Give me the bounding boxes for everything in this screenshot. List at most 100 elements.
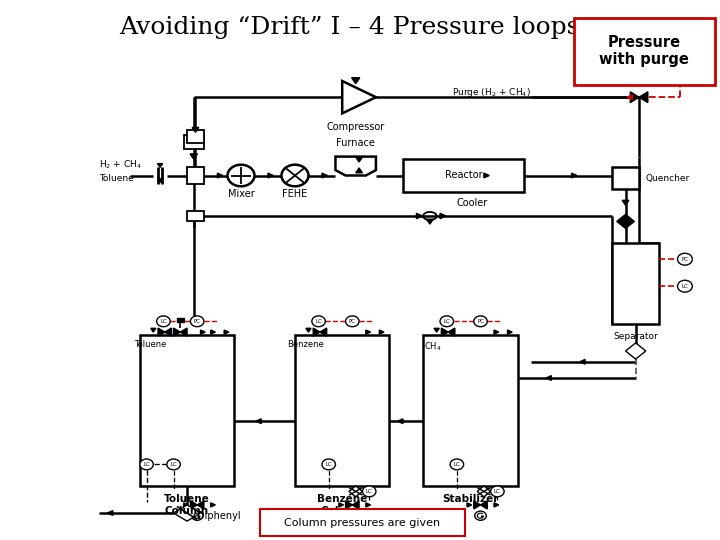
Text: Furnace: Furnace [336, 138, 375, 149]
Text: Cooler: Cooler [457, 198, 488, 208]
Polygon shape [441, 328, 448, 336]
Circle shape [192, 511, 203, 521]
Polygon shape [268, 173, 274, 178]
Polygon shape [508, 330, 512, 334]
Bar [295, 335, 390, 486]
Polygon shape [448, 328, 455, 336]
Text: LC: LC [682, 284, 688, 289]
Text: Stabilizer: Stabilizer [442, 494, 498, 504]
Polygon shape [211, 330, 215, 334]
Polygon shape [158, 328, 165, 336]
Circle shape [474, 316, 487, 327]
Polygon shape [349, 486, 362, 497]
Polygon shape [617, 214, 634, 228]
Polygon shape [160, 330, 165, 334]
Polygon shape [197, 501, 204, 509]
Polygon shape [627, 95, 632, 99]
Polygon shape [474, 501, 480, 509]
Polygon shape [306, 328, 311, 332]
Circle shape [678, 280, 693, 292]
Polygon shape [256, 419, 261, 423]
Polygon shape [184, 503, 189, 507]
Text: LC: LC [315, 319, 322, 324]
Text: Column pressures are given: Column pressures are given [284, 518, 441, 528]
Polygon shape [320, 328, 327, 336]
Bar [187, 167, 204, 184]
Bar [187, 130, 204, 143]
Polygon shape [366, 503, 371, 507]
Text: FEHE: FEHE [282, 189, 307, 199]
Bar [177, 318, 184, 321]
Text: Compressor: Compressor [327, 122, 384, 132]
Polygon shape [192, 127, 199, 132]
Text: Diphenyl: Diphenyl [197, 511, 240, 521]
Text: 20: 20 [14, 505, 31, 518]
Polygon shape [416, 213, 423, 219]
Bar [423, 335, 518, 486]
Text: Benzene
Column: Benzene Column [317, 494, 367, 516]
Text: Mixer: Mixer [228, 189, 254, 199]
Polygon shape [484, 173, 490, 178]
Circle shape [450, 459, 464, 470]
Polygon shape [211, 503, 215, 507]
Text: LC: LC [494, 489, 500, 494]
Circle shape [440, 316, 454, 327]
Text: LC: LC [366, 489, 372, 494]
Polygon shape [158, 164, 163, 167]
Text: Separator: Separator [613, 332, 658, 341]
Text: LC: LC [170, 462, 177, 467]
Polygon shape [322, 173, 328, 178]
Bar [184, 135, 204, 148]
Polygon shape [353, 516, 355, 518]
Circle shape [678, 253, 693, 265]
Text: LC: LC [143, 462, 150, 467]
Polygon shape [217, 173, 222, 178]
Polygon shape [158, 179, 163, 183]
Polygon shape [467, 503, 472, 507]
Polygon shape [434, 328, 439, 332]
Polygon shape [480, 501, 487, 509]
Polygon shape [379, 330, 384, 334]
Polygon shape [494, 503, 499, 507]
Text: Toluene: Toluene [134, 340, 166, 349]
Text: Quencher: Quencher [646, 174, 690, 183]
Text: PC: PC [194, 319, 201, 324]
Text: Self-Optimizing Control: Self-Optimizing Control [16, 160, 30, 326]
Polygon shape [224, 330, 229, 334]
Polygon shape [165, 328, 171, 336]
Polygon shape [352, 501, 359, 509]
Bar [187, 211, 204, 221]
Polygon shape [339, 503, 343, 507]
Circle shape [346, 316, 359, 327]
Circle shape [167, 459, 180, 470]
Text: Benzene: Benzene [287, 340, 323, 349]
Bar [403, 159, 524, 192]
Text: LC: LC [444, 319, 450, 324]
Bar [612, 243, 660, 324]
Polygon shape [477, 486, 490, 497]
Circle shape [474, 511, 486, 521]
Polygon shape [190, 154, 197, 159]
Circle shape [346, 511, 358, 521]
Polygon shape [313, 328, 320, 336]
Text: Reactor: Reactor [445, 171, 482, 180]
Polygon shape [572, 173, 577, 178]
Polygon shape [426, 219, 433, 224]
Polygon shape [190, 501, 197, 509]
Polygon shape [494, 330, 499, 334]
Circle shape [490, 486, 504, 497]
Text: Avoiding “Drift” I – 4 Pressure loops: Avoiding “Drift” I – 4 Pressure loops [119, 16, 579, 38]
Polygon shape [201, 330, 205, 334]
Polygon shape [150, 328, 156, 332]
Circle shape [190, 316, 204, 327]
Bar [612, 167, 639, 189]
Circle shape [157, 316, 170, 327]
Circle shape [362, 486, 376, 497]
Text: PC: PC [348, 319, 356, 324]
Polygon shape [174, 328, 180, 336]
Polygon shape [622, 200, 629, 205]
Polygon shape [174, 505, 201, 521]
Text: Toluene: Toluene [99, 174, 134, 183]
Circle shape [228, 165, 254, 186]
Circle shape [322, 459, 336, 470]
